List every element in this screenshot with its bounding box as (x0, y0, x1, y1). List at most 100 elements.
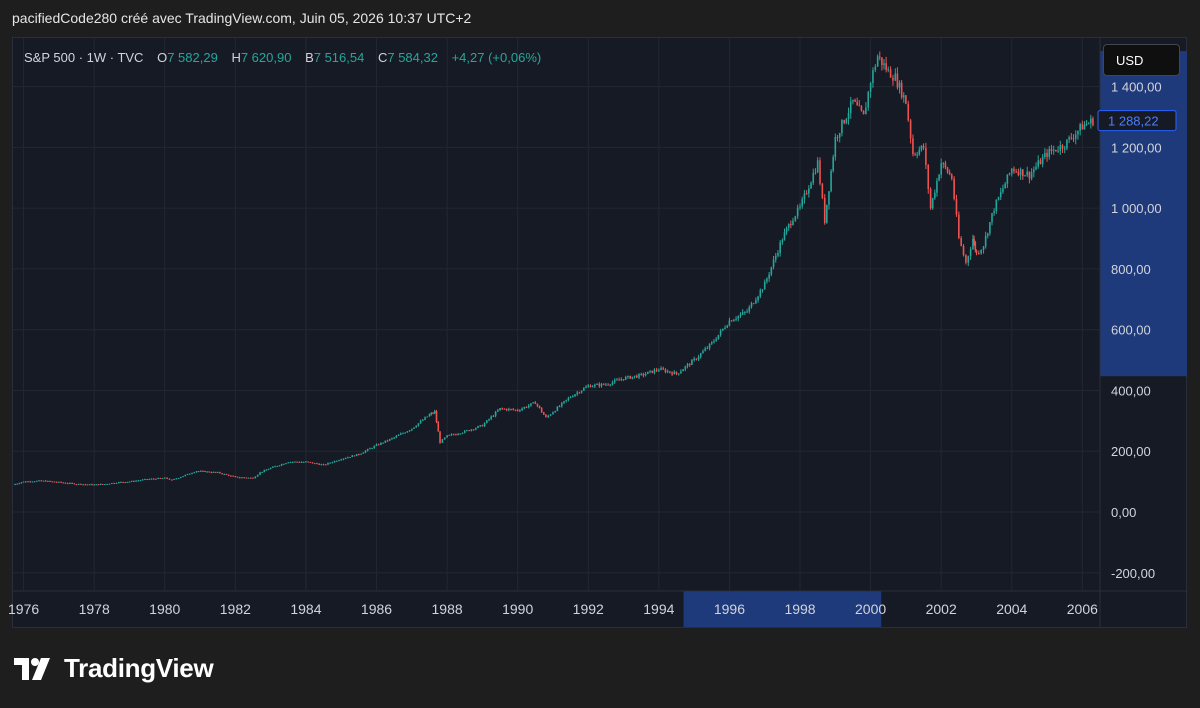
candle-body (238, 477, 241, 479)
legend-open-label: O (157, 50, 167, 65)
candle-body (503, 408, 506, 410)
candle-body (594, 384, 596, 387)
candle-body (521, 408, 523, 411)
candle-body (144, 479, 146, 481)
legend-close-value: 7 584,32 (387, 50, 438, 65)
candle-body (505, 408, 508, 411)
candle-body (540, 408, 543, 413)
candle-body (320, 464, 323, 466)
candle-body (724, 327, 726, 329)
candle-body (680, 371, 682, 374)
candle-body (655, 369, 658, 371)
candle-body (706, 348, 709, 350)
tradingview-logo[interactable]: TradingView (14, 653, 214, 684)
x-tick-label: 1988 (432, 601, 463, 617)
candle-body (488, 419, 490, 421)
candle-body (77, 483, 80, 485)
candle-body (695, 358, 698, 360)
candle-body (746, 311, 748, 313)
candle-body (686, 364, 689, 367)
candle-body (611, 382, 614, 385)
candle-body (300, 461, 303, 463)
candle-body (530, 403, 532, 406)
candle-body (80, 483, 82, 485)
candle-body (161, 478, 164, 480)
candle-body (965, 255, 967, 263)
candle-body (936, 180, 938, 193)
candle-body (755, 300, 757, 304)
candle-body (364, 450, 367, 453)
candle-body (331, 462, 334, 464)
price-range-highlight (1100, 51, 1187, 377)
candle-body (316, 463, 318, 465)
candle-body (638, 374, 640, 378)
candle-body (380, 442, 382, 445)
candle-body (728, 320, 731, 326)
candle-body (141, 479, 144, 481)
candle-body (234, 476, 237, 478)
candle-body (289, 461, 292, 463)
candle-body (1044, 152, 1046, 158)
legend-low-label: B (305, 50, 314, 65)
candle-body (567, 397, 570, 400)
candle-body (1028, 171, 1031, 179)
candle-body (598, 383, 601, 387)
candle-body (256, 474, 259, 477)
tradingview-mark-icon (14, 657, 50, 680)
candle-body (210, 472, 213, 474)
candle-body (944, 163, 947, 168)
candle-body (241, 477, 243, 479)
candle-body (862, 110, 865, 115)
candle-body (97, 484, 100, 486)
currency-button[interactable]: USD (1103, 44, 1180, 76)
candle-body (975, 250, 978, 254)
candle-body (16, 483, 19, 485)
candle-body (508, 408, 510, 411)
candle-body (699, 353, 702, 357)
candle-body (351, 455, 354, 458)
candle-body (715, 339, 717, 342)
candle-body (95, 484, 98, 486)
candle-body (1006, 174, 1009, 184)
candle-body (883, 63, 885, 65)
candle-body (624, 377, 627, 380)
candle-body (1070, 137, 1073, 139)
candle-body (688, 364, 691, 366)
candle-body (347, 457, 349, 459)
candle-body (182, 476, 184, 478)
candle-body (693, 358, 695, 360)
candle-body (737, 315, 740, 319)
candle-body (391, 438, 393, 440)
candle-body (227, 474, 230, 476)
candle-body (684, 366, 687, 370)
candle-body (519, 410, 521, 412)
candle-body (836, 136, 839, 138)
candle-body (137, 480, 140, 482)
candle-body (858, 105, 861, 107)
candle-body (291, 461, 294, 463)
candle-body (558, 406, 561, 408)
candle-body (735, 318, 737, 320)
candle-body (1041, 157, 1044, 165)
y-tick-label: 200,00 (1111, 444, 1151, 459)
ohlc-legend: S&P 500 · 1W · TVC O7 582,29 H7 620,90 B… (24, 50, 541, 65)
candle-body (58, 481, 60, 483)
candle-body (461, 432, 464, 434)
candle-body (1008, 173, 1011, 175)
candle-body (1037, 160, 1040, 167)
candle-body (984, 235, 987, 247)
candle-body (411, 428, 413, 431)
candle-body (633, 375, 636, 377)
candle-body (155, 478, 157, 480)
candle-body (263, 470, 266, 472)
candle-body (856, 101, 858, 106)
legend-change: +4,27 (+0,06%) (452, 50, 542, 65)
x-tick-label: 1990 (502, 601, 533, 617)
legend-open-value: 7 582,29 (167, 50, 218, 65)
candle-body (99, 483, 102, 485)
candle-body (267, 469, 270, 471)
candle-body (135, 480, 137, 482)
candle-body (432, 413, 434, 415)
candle-body (148, 478, 151, 480)
